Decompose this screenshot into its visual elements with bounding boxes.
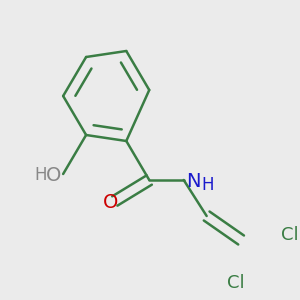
Text: H: H [35, 167, 47, 184]
Text: O: O [46, 166, 62, 185]
Text: O: O [103, 193, 118, 212]
Text: N: N [186, 172, 200, 191]
Text: H: H [201, 176, 213, 194]
Text: Cl: Cl [226, 274, 244, 292]
Text: Cl: Cl [281, 226, 299, 244]
